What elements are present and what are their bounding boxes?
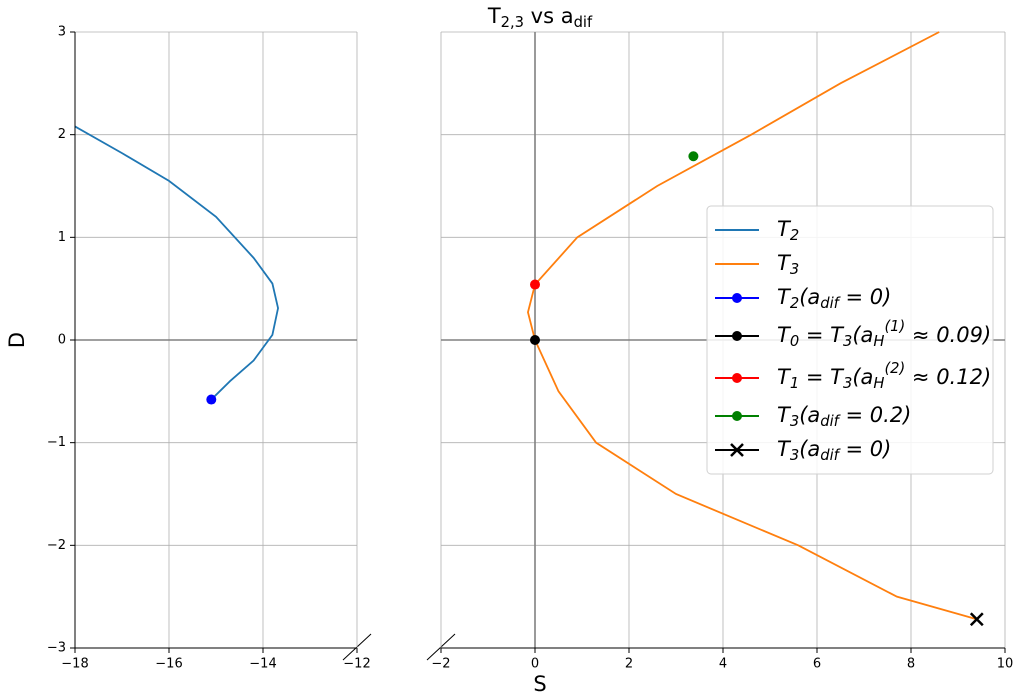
legend-label: T2​ [777, 217, 799, 244]
legend-marker [730, 443, 744, 457]
data-point [688, 151, 699, 162]
x-tick-label: 6 [813, 657, 821, 672]
x-tick-label: 2 [625, 657, 633, 672]
data-point [530, 335, 540, 345]
legend-label: T2(adif = 0) [777, 285, 891, 312]
x-tick-label: −2 [431, 657, 450, 672]
legend-box [706, 205, 994, 475]
x-tick-label: 8 [907, 657, 915, 672]
legend-marker [732, 373, 742, 383]
x-axis-label: S [533, 672, 546, 696]
x-tick-label: −14 [249, 657, 276, 672]
legend-marker [732, 293, 742, 303]
y-tick-label: −2 [47, 538, 66, 553]
y-axis-label: D [5, 332, 29, 348]
legend-label: T1 = T3(aH(2) ≈ 0.12) [777, 360, 991, 392]
x-tick-label: −16 [155, 657, 182, 672]
legend-label: T3(adif = 0.2) [777, 403, 911, 430]
x-tick-label: 4 [719, 657, 727, 672]
x-tick-label: 0 [531, 657, 539, 672]
y-tick-label: 1 [58, 230, 66, 245]
legend-marker [732, 331, 742, 341]
x-tick-label: −12 [343, 657, 370, 672]
chart-title: T2,3 vs adif​ [487, 4, 593, 31]
legend-label: T3​ [777, 251, 799, 278]
series-line [527, 31, 978, 621]
legend-marker [732, 411, 742, 421]
x-tick-label: −18 [61, 657, 88, 672]
plot-area [74, 31, 984, 627]
series-line [74, 125, 279, 401]
y-tick-label: 3 [58, 25, 66, 40]
data-point [969, 612, 984, 627]
y-tick-label: −1 [47, 435, 66, 450]
y-tick-label: 2 [58, 127, 66, 142]
legend: T2​ T3​ T2(adif = 0) T0 = T3(aH(1) ≈ 0.09) T… [706, 205, 994, 475]
x-tick-label: 10 [997, 657, 1014, 672]
legend-label: T0 = T3(aH(1) ≈ 0.09) [777, 318, 991, 350]
y-tick-label: 0 [58, 333, 66, 348]
data-point [530, 279, 540, 290]
legend-label: T3(adif = 0) [777, 437, 891, 464]
y-tick-label: −3 [47, 641, 66, 656]
data-point [206, 394, 217, 405]
